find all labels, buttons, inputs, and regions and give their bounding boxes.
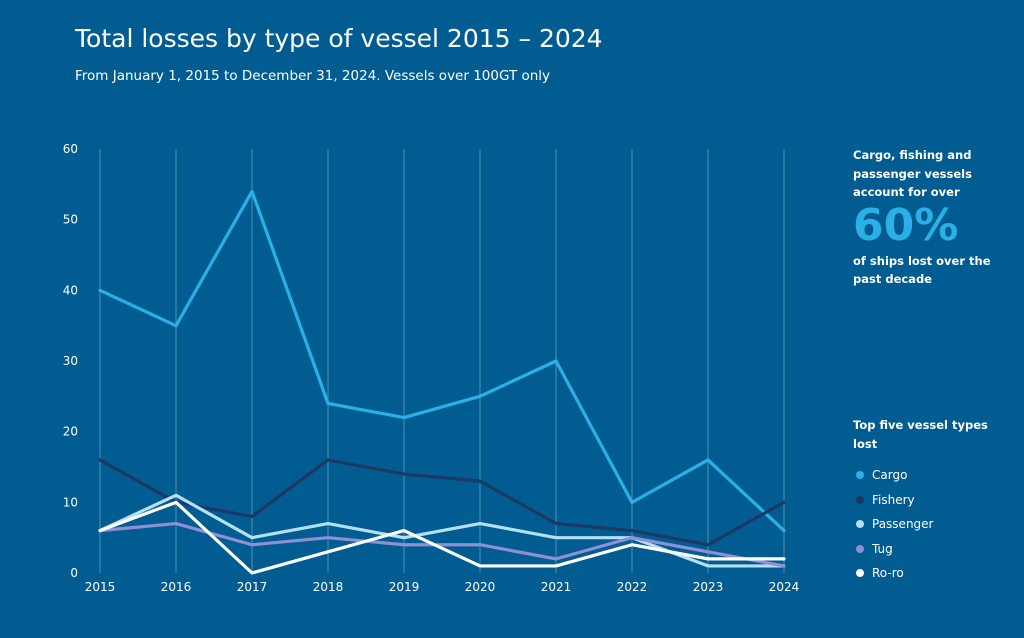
callout-big-value: 60%	[853, 199, 959, 251]
x-tick-label: 2020	[465, 580, 496, 594]
x-tick-label: 2023	[693, 580, 724, 594]
legend-swatch	[856, 520, 864, 529]
chart-subtitle: From January 1, 2015 to December 31, 202…	[75, 68, 551, 84]
series-line-ro-ro	[98, 500, 786, 575]
legend-label: Tug	[872, 541, 893, 556]
x-tick-label: 2019	[389, 580, 420, 594]
callout-text-bottom: of ships lost over the past decade	[853, 253, 991, 287]
callout-panel: Cargo, fishing and passenger vessels acc…	[853, 146, 1003, 289]
y-tick-label: 20	[63, 425, 78, 439]
x-tick-label: 2016	[161, 580, 192, 594]
y-axis-tick-labels: 0 10 20 30 40 50 60	[63, 142, 78, 580]
series-line-cargo	[98, 189, 786, 533]
legend-items: Cargo Fishery Passenger Tug Ro-ro	[853, 463, 1013, 586]
y-tick-label: 40	[63, 283, 78, 297]
y-tick-label: 50	[63, 213, 78, 227]
legend-item-ro-ro: Ro-ro	[853, 561, 1013, 586]
x-axis-tick-labels: 2015 2016 2017 2018 2019 2020 2021 2022 2023 2024	[85, 580, 800, 594]
legend-item-tug: Tug	[853, 537, 1013, 562]
x-tick-label: 2015	[85, 580, 116, 594]
legend-label: Ro-ro	[872, 566, 904, 581]
legend-title: Top five vessel types lost	[853, 418, 988, 451]
series-lines	[98, 189, 786, 575]
x-tick-label: 2018	[313, 580, 344, 594]
y-tick-label: 10	[63, 495, 78, 509]
legend-swatch	[856, 471, 864, 480]
legend-item-fishery: Fishery	[853, 488, 1013, 513]
x-tick-label: 2021	[541, 580, 572, 594]
legend-swatch	[856, 569, 864, 578]
legend-label: Passenger	[872, 517, 934, 532]
y-tick-label: 60	[63, 142, 78, 156]
x-tick-label: 2017	[237, 580, 268, 594]
x-tick-label: 2024	[769, 580, 800, 594]
series-line-fishery	[98, 458, 786, 547]
legend-label: Fishery	[872, 492, 915, 507]
legend-label: Cargo	[872, 468, 908, 483]
legend-item-passenger: Passenger	[853, 512, 1013, 537]
legend-item-cargo: Cargo	[853, 463, 1013, 488]
y-tick-label: 30	[63, 354, 78, 368]
legend-swatch	[856, 544, 864, 553]
x-tick-label: 2022	[617, 580, 648, 594]
legend: Top five vessel types lost Cargo Fishery P…	[853, 416, 1013, 586]
callout-text-top: Cargo, fishing and passenger vessels acc…	[853, 148, 972, 199]
y-tick-label: 0	[70, 566, 78, 580]
series-line-tug	[98, 521, 786, 568]
chart-title: Total losses by type of vessel 2015 – 20…	[75, 24, 603, 53]
legend-swatch	[856, 495, 864, 504]
